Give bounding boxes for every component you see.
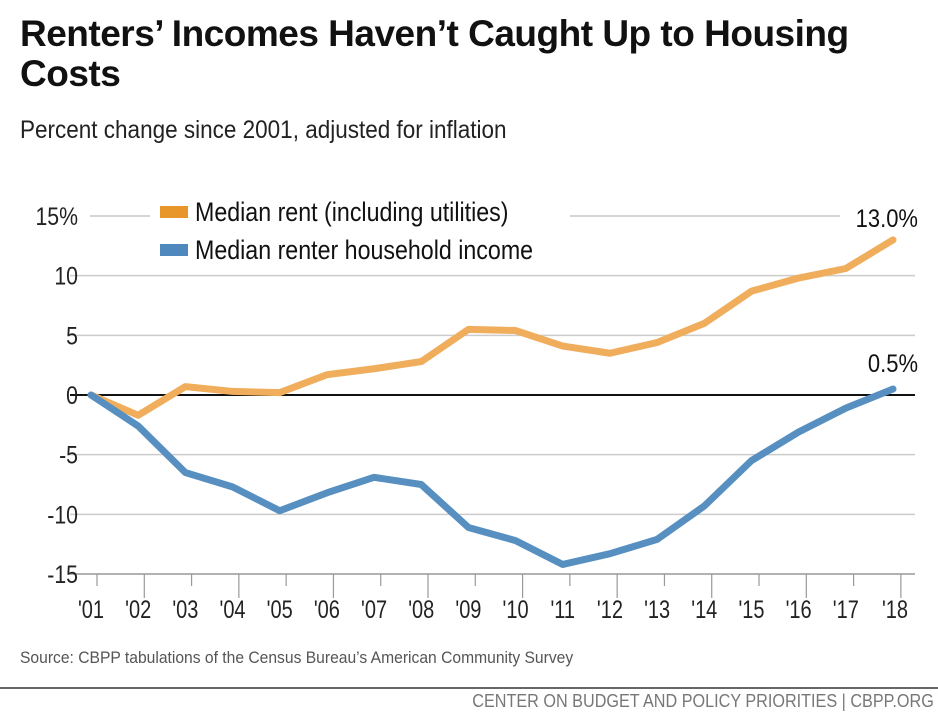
- legend-swatch: [160, 206, 188, 218]
- source-note: Source: CBPP tabulations of the Census B…: [20, 648, 573, 668]
- series-line: [91, 240, 893, 415]
- end-value-label: 0.5%: [868, 350, 918, 378]
- x-tick-label: '18: [882, 596, 908, 624]
- y-tick-label: 0: [66, 381, 78, 409]
- x-tick-label: '16: [786, 596, 812, 624]
- series-lines: [91, 240, 893, 565]
- y-tick-label: 5: [66, 322, 78, 350]
- line-chart: Median rent (including utilities) Median …: [0, 0, 938, 640]
- x-tick-label: '11: [550, 596, 575, 624]
- footer-credit: CENTER ON BUDGET AND POLICY PRIORITIES |…: [472, 691, 934, 712]
- x-tick-label: '10: [503, 596, 529, 624]
- x-tick-label: '04: [219, 596, 245, 624]
- y-tick-label: 10: [54, 262, 78, 290]
- footer-divider: [0, 687, 938, 689]
- y-tick-label: -5: [59, 441, 78, 469]
- x-tick-label: '17: [833, 596, 859, 624]
- x-tick-label: '08: [408, 596, 434, 624]
- x-tick-label: '15: [738, 596, 764, 624]
- series-line: [91, 389, 893, 564]
- y-tick-label: -15: [47, 560, 78, 588]
- x-tick-label: '09: [455, 596, 481, 624]
- x-tick-label: '13: [644, 596, 670, 624]
- x-tick-label: '12: [597, 596, 623, 624]
- x-tick-label: '07: [361, 596, 387, 624]
- legend: Median rent (including utilities) Median …: [160, 197, 533, 265]
- x-tick-label: '05: [267, 596, 293, 624]
- y-tick-label: 15%: [35, 202, 78, 230]
- legend-label: Median rent (including utilities): [195, 197, 509, 227]
- y-tick-label: -10: [47, 501, 78, 529]
- legend-swatch: [160, 244, 188, 256]
- axes: [70, 395, 915, 598]
- legend-label: Median renter household income: [195, 235, 533, 265]
- x-tick-label: '01: [78, 596, 104, 624]
- x-tick-label: '02: [125, 596, 151, 624]
- x-tick-label: '06: [314, 596, 340, 624]
- x-tick-label: '14: [691, 596, 717, 624]
- tick-labels: 15% 10 5 0 -5 -10 -15'01 '02 '03 '04 '05 '06 '07 '08 '…: [35, 202, 918, 623]
- end-value-label: 13.0%: [856, 205, 918, 233]
- x-tick-label: '03: [172, 596, 198, 624]
